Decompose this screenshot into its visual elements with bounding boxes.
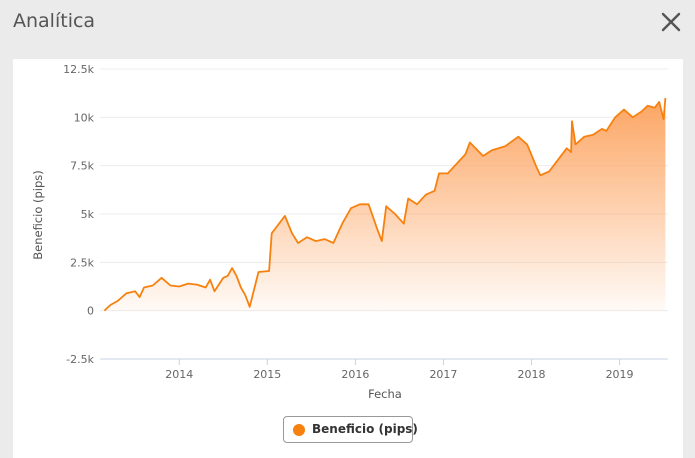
x-tick-label: 2015: [253, 368, 281, 381]
dialog-header: Analítica: [0, 0, 695, 46]
y-axis-title: Beneficio (pips): [31, 170, 45, 260]
series-area: [104, 98, 666, 311]
y-axis: 12.5k 10k 7.5k 5k 2.5k 0 -2.5k: [63, 63, 94, 366]
y-tick-label: 12.5k: [63, 63, 94, 76]
y-tick-label: 2.5k: [70, 256, 94, 269]
close-icon[interactable]: [659, 9, 683, 35]
legend-marker: [293, 424, 305, 436]
y-tick-label: 10k: [74, 111, 95, 124]
x-tick-label: 2019: [606, 368, 634, 381]
legend-label: Beneficio (pips): [312, 422, 418, 436]
x-tick-label: 2016: [341, 368, 369, 381]
series-line: [103, 97, 667, 312]
x-tick-label: 2014: [165, 368, 193, 381]
x-tick-label: 2017: [429, 368, 457, 381]
y-tick-label: -2.5k: [66, 353, 94, 366]
y-tick-label: 7.5k: [70, 160, 94, 173]
x-axis-title: Fecha: [368, 387, 402, 401]
dialog-title: Analítica: [13, 10, 96, 32]
y-tick-label: 5k: [81, 208, 95, 221]
x-tick-label: 2018: [518, 368, 546, 381]
y-tick-label: 0: [87, 305, 94, 318]
legend-item-beneficio[interactable]: Beneficio (pips): [283, 416, 418, 443]
x-axis: 2014 2015 2016 2017 2018 2019: [165, 359, 634, 381]
